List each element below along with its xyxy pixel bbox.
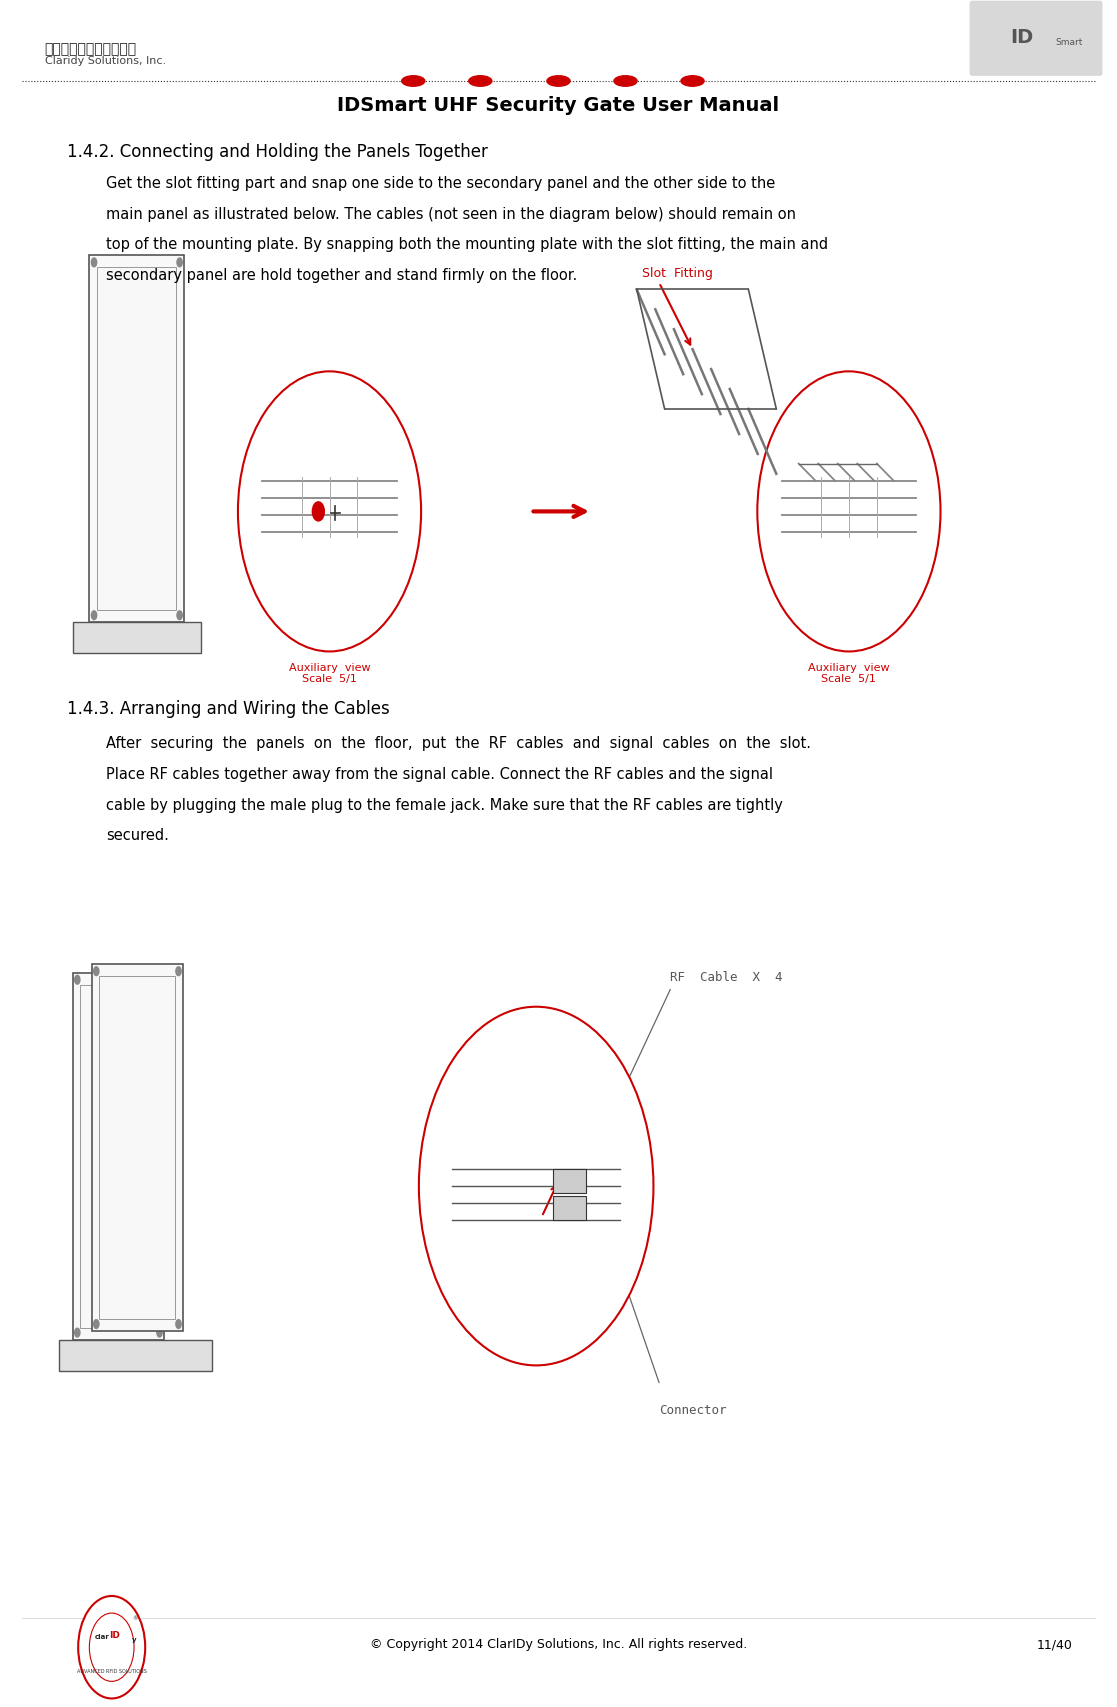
Text: 1.4.3. Arranging and Wiring the Cables: 1.4.3. Arranging and Wiring the Cables xyxy=(67,700,390,719)
Ellipse shape xyxy=(401,75,426,89)
Text: ID: ID xyxy=(1011,27,1033,48)
Text: Place RF cables together away from the signal cable. Connect the RF cables and t: Place RF cables together away from the s… xyxy=(106,766,773,782)
Text: Slot  Fitting: Slot Fitting xyxy=(642,266,713,280)
Circle shape xyxy=(312,502,325,522)
Text: ®: ® xyxy=(132,1615,137,1620)
Bar xyxy=(97,268,176,611)
Circle shape xyxy=(74,1328,80,1338)
Text: y: y xyxy=(132,1635,136,1642)
Bar xyxy=(553,1197,586,1221)
Circle shape xyxy=(78,1596,145,1698)
Bar xyxy=(80,985,156,1328)
Circle shape xyxy=(90,258,97,268)
Text: IDSmart UHF Security Gate User Manual: IDSmart UHF Security Gate User Manual xyxy=(337,96,780,114)
Bar xyxy=(99,976,175,1320)
Bar xyxy=(73,973,164,1340)
Circle shape xyxy=(176,258,183,268)
Text: 艾迪訊科技股份有限公司: 艾迪訊科技股份有限公司 xyxy=(45,43,136,56)
Text: Smart: Smart xyxy=(1056,38,1083,48)
Text: Claridy Solutions, Inc.: Claridy Solutions, Inc. xyxy=(45,56,165,67)
Text: 11/40: 11/40 xyxy=(1037,1637,1072,1651)
Ellipse shape xyxy=(680,75,705,89)
Text: Auxiliary  view
Scale  5/1: Auxiliary view Scale 5/1 xyxy=(808,662,890,685)
Text: ADVANCED RFID SOLUTIONS: ADVANCED RFID SOLUTIONS xyxy=(77,1668,146,1673)
Circle shape xyxy=(90,611,97,621)
Circle shape xyxy=(156,975,163,985)
Ellipse shape xyxy=(468,75,493,89)
Circle shape xyxy=(93,966,99,976)
Text: 1.4.2. Connecting and Holding the Panels Together: 1.4.2. Connecting and Holding the Panels… xyxy=(67,143,488,162)
Bar xyxy=(89,256,184,623)
Bar xyxy=(92,964,183,1331)
Bar xyxy=(73,623,201,654)
Circle shape xyxy=(175,966,182,976)
Circle shape xyxy=(74,975,80,985)
Circle shape xyxy=(419,1007,653,1366)
Text: After  securing  the  panels  on  the  floor,  put  the  RF  cables  and  signal: After securing the panels on the floor, … xyxy=(106,736,811,751)
Circle shape xyxy=(176,611,183,621)
Text: RF  Cable  X  4: RF Cable X 4 xyxy=(670,970,783,983)
Circle shape xyxy=(757,372,941,652)
Bar xyxy=(59,1340,212,1371)
Text: secured.: secured. xyxy=(106,828,169,843)
Circle shape xyxy=(93,1320,99,1330)
Text: top of the mounting plate. By snapping both the mounting plate with the slot fit: top of the mounting plate. By snapping b… xyxy=(106,237,828,253)
FancyBboxPatch shape xyxy=(970,2,1102,77)
Text: secondary panel are hold together and stand firmly on the floor.: secondary panel are hold together and st… xyxy=(106,268,577,283)
Bar xyxy=(553,1169,586,1193)
Text: Auxiliary  view
Scale  5/1: Auxiliary view Scale 5/1 xyxy=(288,662,371,685)
Text: Get the slot fitting part and snap one side to the secondary panel and the other: Get the slot fitting part and snap one s… xyxy=(106,176,775,191)
Ellipse shape xyxy=(613,75,638,89)
Circle shape xyxy=(156,1328,163,1338)
Circle shape xyxy=(238,372,421,652)
Text: cable by plugging the male plug to the female jack. Make sure that the RF cables: cable by plugging the male plug to the f… xyxy=(106,797,783,813)
Text: main panel as illustrated below. The cables (not seen in the diagram below) shou: main panel as illustrated below. The cab… xyxy=(106,207,796,222)
Text: Connector: Connector xyxy=(659,1403,726,1417)
Text: ID: ID xyxy=(109,1630,121,1639)
Circle shape xyxy=(89,1613,134,1681)
Ellipse shape xyxy=(546,75,571,89)
Text: © Copyright 2014 ClarIDy Solutions, Inc. All rights reserved.: © Copyright 2014 ClarIDy Solutions, Inc.… xyxy=(370,1637,747,1651)
Text: clar: clar xyxy=(95,1632,109,1639)
Circle shape xyxy=(175,1320,182,1330)
